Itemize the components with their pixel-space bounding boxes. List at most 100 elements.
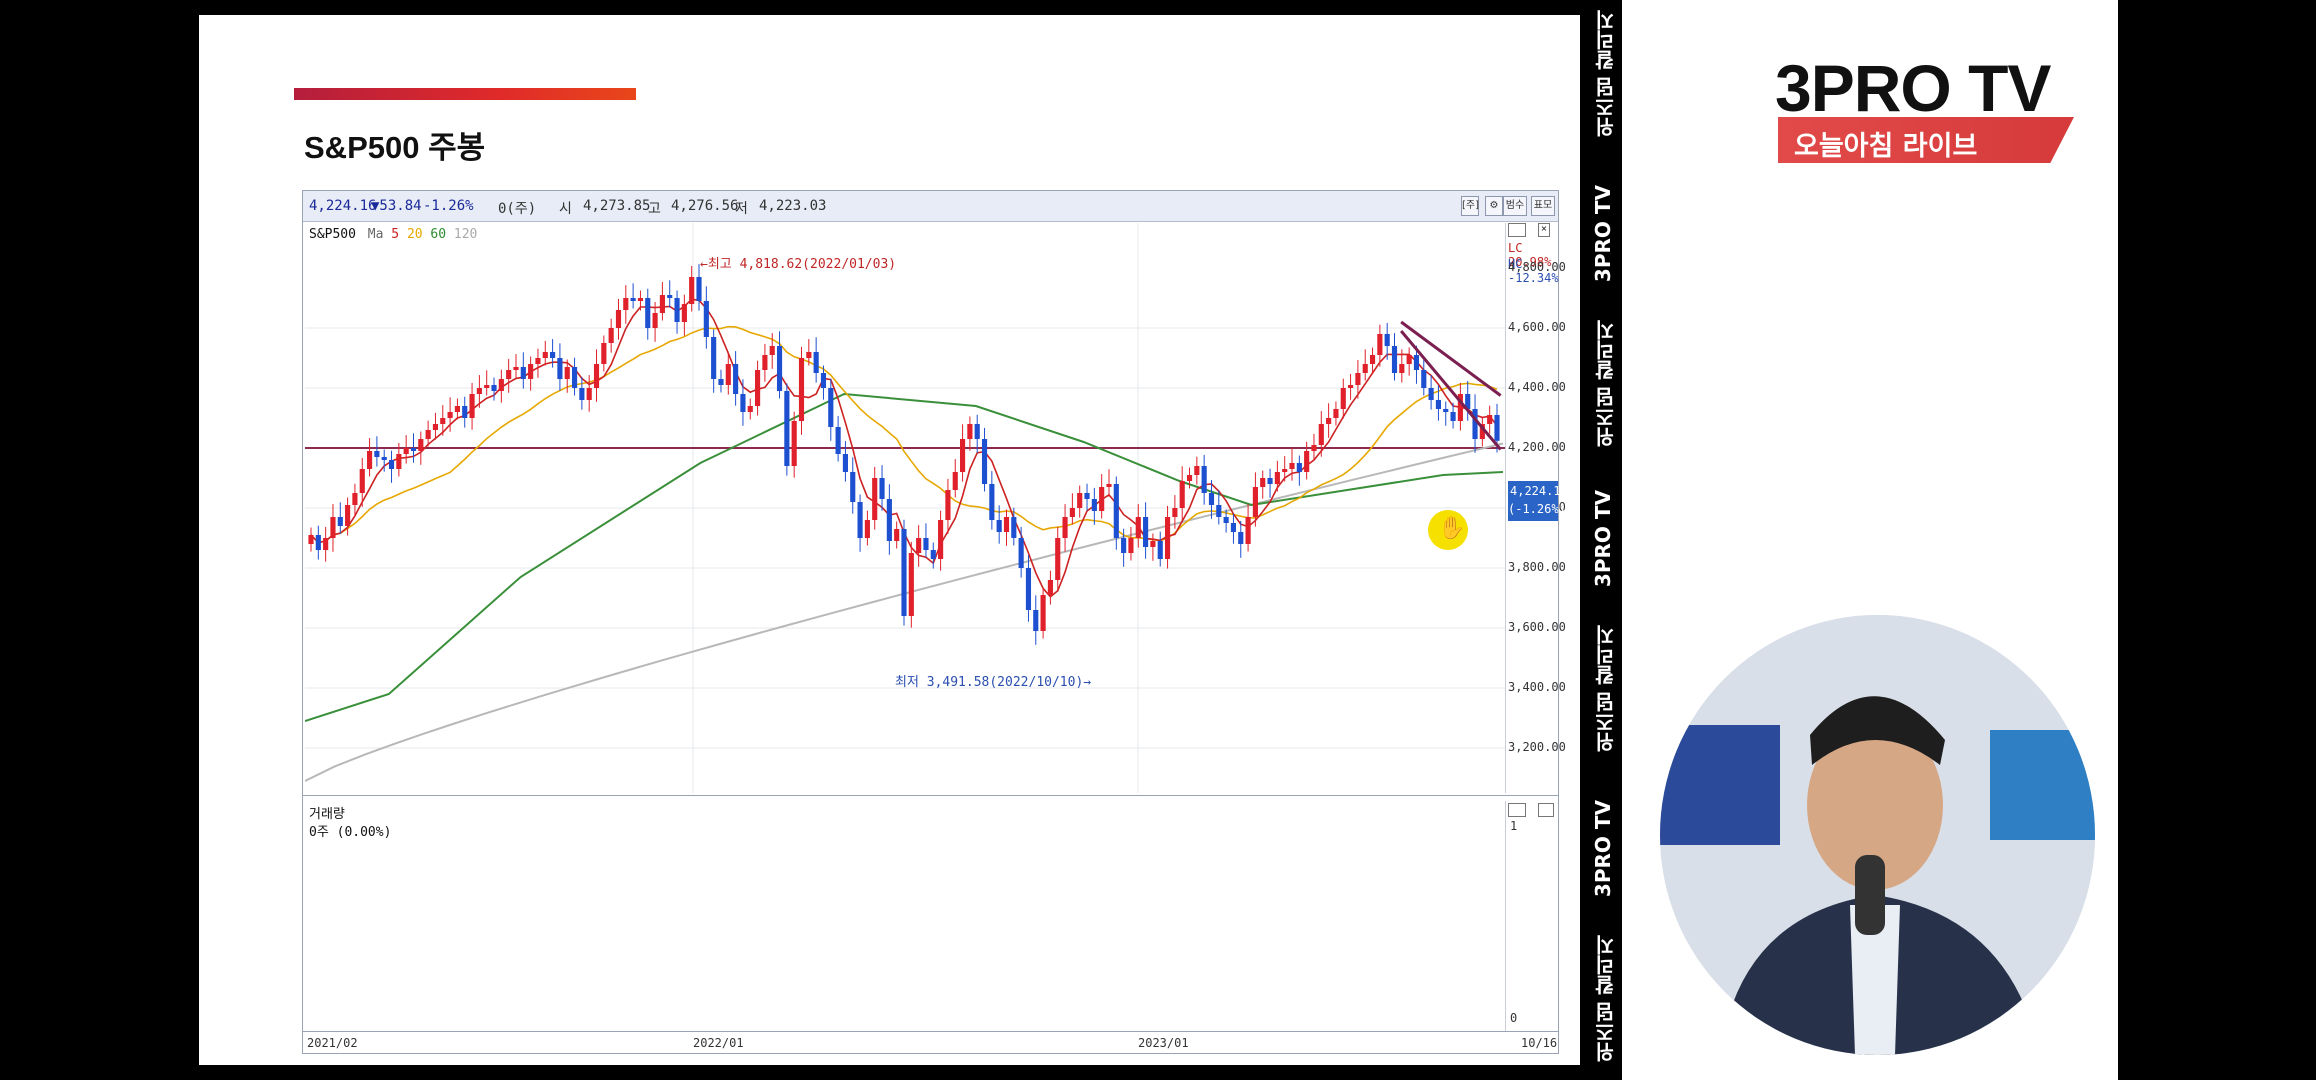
candle bbox=[747, 406, 753, 412]
candle bbox=[740, 394, 746, 412]
candle bbox=[601, 343, 607, 364]
candle bbox=[1274, 472, 1280, 484]
candle bbox=[1377, 334, 1383, 355]
candle bbox=[528, 364, 534, 379]
candle bbox=[1062, 517, 1068, 538]
candle bbox=[1487, 415, 1493, 424]
header-period: 0(주) bbox=[498, 201, 537, 217]
y-tick: 3,200.00 bbox=[1508, 740, 1566, 754]
candle bbox=[1113, 484, 1119, 538]
candle bbox=[1208, 493, 1215, 505]
price-chart[interactable]: S&P500 Ma 5 20 60 120 ←최고 4,818.62(2022/… bbox=[305, 223, 1505, 793]
candle bbox=[711, 337, 717, 379]
header-change: ▼53.84 bbox=[371, 198, 422, 214]
candle bbox=[447, 412, 453, 418]
y-tick: 3,600.00 bbox=[1508, 620, 1566, 634]
candle bbox=[908, 553, 914, 616]
candle bbox=[403, 448, 409, 454]
candle bbox=[425, 430, 431, 439]
right-border bbox=[2118, 0, 2316, 1080]
candle bbox=[981, 439, 988, 484]
candle bbox=[1348, 385, 1354, 388]
candle bbox=[1128, 538, 1134, 553]
candle bbox=[1186, 475, 1193, 481]
axis-button[interactable] bbox=[1538, 803, 1554, 817]
candle bbox=[1479, 424, 1485, 439]
candle bbox=[864, 520, 870, 538]
candle bbox=[755, 370, 761, 406]
table-button[interactable]: 표모 bbox=[1531, 196, 1555, 216]
settings-icon[interactable]: ⚙ bbox=[1485, 196, 1503, 216]
x-tick: 10/16 bbox=[1521, 1036, 1558, 1050]
axis-button[interactable] bbox=[1508, 223, 1526, 237]
candle bbox=[959, 439, 966, 472]
trendline bbox=[1400, 320, 1502, 397]
candle bbox=[967, 424, 973, 439]
ma20-line bbox=[310, 325, 1498, 544]
candle bbox=[1333, 409, 1339, 418]
volume-axis-bottom: 0 bbox=[1510, 1011, 1518, 1025]
candle bbox=[381, 457, 387, 460]
period-button[interactable]: [주] bbox=[1461, 196, 1479, 216]
candle bbox=[1201, 466, 1207, 493]
volume-axis-top: 1 bbox=[1510, 819, 1518, 833]
candle bbox=[1018, 538, 1024, 568]
candle bbox=[1106, 484, 1112, 487]
candle bbox=[1391, 346, 1398, 373]
chart-header: 4,224.16 ▼53.84 -1.26% 0(주) 시 4,273.85 고… bbox=[303, 191, 1558, 222]
candle bbox=[535, 358, 541, 364]
candle bbox=[506, 370, 512, 379]
candle bbox=[791, 421, 797, 466]
legend-ma-label: Ma bbox=[367, 227, 384, 242]
y-tick: 4,600.00 bbox=[1508, 320, 1566, 334]
candle bbox=[1084, 493, 1090, 499]
candle bbox=[1296, 463, 1302, 472]
candle bbox=[315, 535, 321, 550]
y-tick: 3,800.00 bbox=[1508, 560, 1566, 574]
candle bbox=[615, 310, 622, 328]
channel-logo: 3PRO TV bbox=[1775, 51, 2051, 125]
candle bbox=[1223, 517, 1229, 523]
legend-symbol: S&P500 bbox=[309, 227, 356, 242]
header-high: 4,276.56 bbox=[671, 198, 739, 214]
pane-divider[interactable] bbox=[303, 795, 1558, 796]
indicator-button[interactable]: 범수 bbox=[1503, 196, 1527, 216]
candle bbox=[938, 520, 944, 559]
high-annotation: ←최고 4,818.62(2022/01/03) bbox=[700, 257, 897, 272]
candle bbox=[374, 451, 380, 457]
candle bbox=[1267, 478, 1273, 484]
candle bbox=[1252, 487, 1258, 517]
candle bbox=[330, 517, 336, 538]
volume-chart[interactable]: 거래량 0주 (0.00%) bbox=[305, 801, 1505, 1031]
candle bbox=[1179, 481, 1185, 508]
axis-button[interactable] bbox=[1508, 803, 1526, 817]
candle bbox=[1399, 364, 1405, 373]
close-icon[interactable]: × bbox=[1538, 223, 1550, 237]
candle bbox=[1384, 334, 1390, 346]
title-accent-bar bbox=[294, 88, 636, 100]
candle bbox=[842, 454, 849, 472]
candle bbox=[1435, 400, 1442, 409]
candle bbox=[989, 484, 995, 520]
candle bbox=[1157, 541, 1163, 559]
candle bbox=[520, 367, 526, 379]
candle bbox=[1033, 610, 1039, 631]
strip-logo: 3PRO TV bbox=[1591, 185, 1615, 283]
candle bbox=[359, 469, 365, 493]
y-tick: 4,400.00 bbox=[1508, 380, 1566, 394]
header-price: 4,224.16 bbox=[309, 198, 377, 214]
candle bbox=[462, 406, 468, 418]
x-tick: 2021/02 bbox=[307, 1036, 358, 1050]
x-axis: 2021/02 2022/01 2023/01 10/16 bbox=[303, 1031, 1558, 1054]
candle bbox=[806, 352, 812, 358]
candle bbox=[703, 301, 709, 337]
candle bbox=[1099, 487, 1105, 511]
candle bbox=[798, 358, 805, 421]
header-low: 4,223.03 bbox=[759, 198, 827, 214]
chart-window[interactable]: 4,224.16 ▼53.84 -1.26% 0(주) 시 4,273.85 고… bbox=[302, 190, 1568, 1054]
legend-ma-20: 20 bbox=[406, 227, 423, 242]
x-tick: 2023/01 bbox=[1138, 1036, 1189, 1050]
candle bbox=[1406, 355, 1412, 364]
candle bbox=[930, 550, 936, 559]
candle bbox=[542, 352, 548, 358]
